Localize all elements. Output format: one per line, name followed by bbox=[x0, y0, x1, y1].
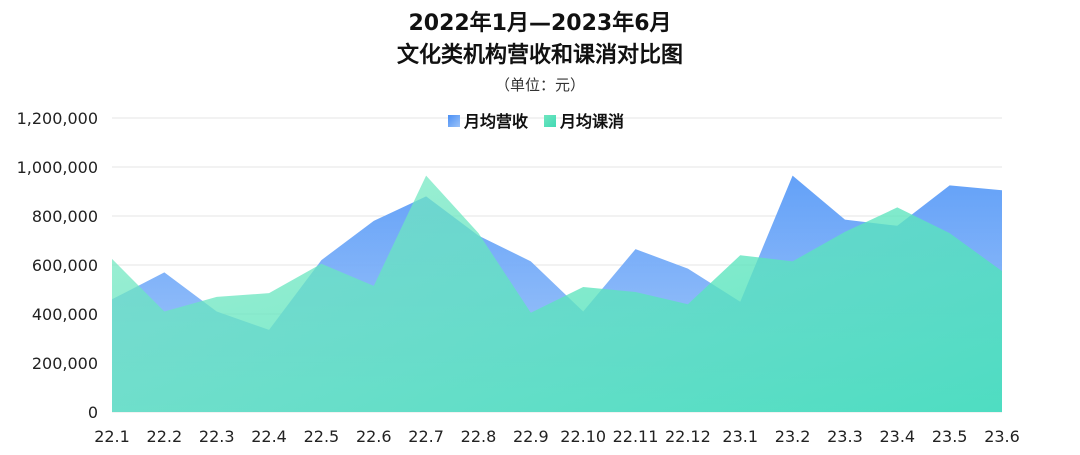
y-tick-label: 800,000 bbox=[32, 207, 98, 226]
x-axis: 22.1 22.2 22.3 22.4 22.5 22.6 22.7 22.8 22.9 22.1… bbox=[94, 427, 1020, 446]
x-tick-label: 23.4 bbox=[879, 427, 915, 446]
chart-title: 2022年1月—2023年6月 bbox=[408, 10, 671, 36]
legend-swatch bbox=[448, 115, 460, 127]
x-tick-label: 22.7 bbox=[408, 427, 444, 446]
x-tick-label: 22.12 bbox=[665, 427, 711, 446]
x-tick-label: 23.1 bbox=[722, 427, 758, 446]
x-tick-label: 22.4 bbox=[251, 427, 287, 446]
x-tick-label: 22.6 bbox=[356, 427, 392, 446]
y-tick-label: 1,000,000 bbox=[17, 158, 98, 177]
x-tick-label: 23.5 bbox=[932, 427, 968, 446]
x-tick-label: 22.11 bbox=[613, 427, 659, 446]
legend-label: 月均营收 bbox=[463, 112, 528, 131]
y-tick-label: 200,000 bbox=[32, 354, 98, 373]
x-tick-label: 22.2 bbox=[147, 427, 183, 446]
x-tick-label: 22.3 bbox=[199, 427, 235, 446]
y-tick-label: 400,000 bbox=[32, 305, 98, 324]
x-tick-label: 22.1 bbox=[94, 427, 130, 446]
x-tick-label: 22.8 bbox=[461, 427, 497, 446]
y-axis: 0 200,000 400,000 600,000 800,000 1,000,000 1,… bbox=[17, 109, 98, 422]
x-tick-label: 23.3 bbox=[827, 427, 863, 446]
legend-item: 月均课消 bbox=[544, 112, 624, 131]
legend: 月均营收 月均课消 bbox=[448, 112, 624, 131]
x-tick-label: 22.9 bbox=[513, 427, 549, 446]
x-tick-label: 23.2 bbox=[775, 427, 811, 446]
x-tick-label: 22.5 bbox=[304, 427, 340, 446]
x-tick-label: 22.10 bbox=[560, 427, 606, 446]
y-tick-label: 1,200,000 bbox=[17, 109, 98, 128]
consumption-area bbox=[112, 175, 1002, 412]
chart-title-line2: 文化类机构营收和课消对比图 bbox=[397, 42, 683, 68]
legend-label: 月均课消 bbox=[559, 112, 624, 131]
legend-swatch bbox=[544, 115, 556, 127]
x-tick-label: 23.6 bbox=[984, 427, 1020, 446]
legend-item: 月均营收 bbox=[448, 112, 528, 131]
series-layer bbox=[112, 175, 1002, 412]
y-tick-label: 0 bbox=[88, 403, 98, 422]
chart-subtitle: （单位：元） bbox=[495, 76, 585, 94]
y-tick-label: 600,000 bbox=[32, 256, 98, 275]
